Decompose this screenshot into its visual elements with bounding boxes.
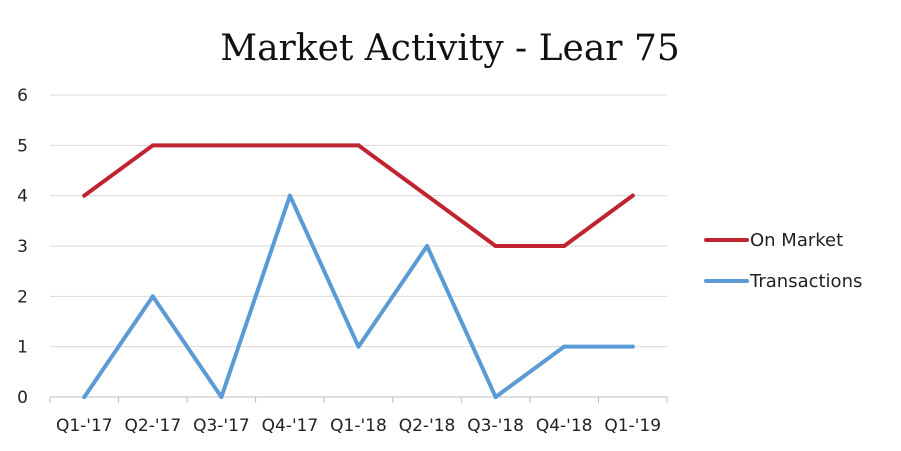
x-tick-label: Q3-'17	[193, 416, 250, 436]
data-point-on-market	[425, 193, 430, 198]
y-tick-label: 3	[17, 237, 28, 257]
data-point-on-market	[287, 143, 292, 148]
x-tick-label: Q1-'17	[56, 416, 113, 436]
y-tick-label: 2	[17, 287, 28, 307]
y-axis-tick-labels: 0 1 2 3 4 5 6	[17, 86, 28, 408]
x-axis-tick-labels: Q1-'17 Q2-'17 Q3-'17 Q4-'17 Q1-'18 Q2-'18 Q3-'…	[49, 397, 668, 436]
x-tick-label: Q4-'17	[262, 416, 319, 436]
data-point-transactions	[425, 244, 430, 248]
legend: On Market Transactions	[704, 230, 862, 292]
legend-label: On Market	[750, 230, 843, 251]
x-tick-label: Q4-'18	[536, 416, 593, 436]
x-tick-label: Q2-'18	[399, 416, 456, 436]
data-point-on-market	[150, 143, 155, 148]
data-point-on-market	[219, 143, 224, 148]
data-point-on-market	[356, 143, 361, 148]
data-point-on-market	[493, 244, 498, 248]
y-tick-label: 5	[17, 136, 28, 156]
data-point-transactions	[287, 193, 292, 198]
data-point-transactions	[82, 395, 87, 399]
series-lines	[82, 143, 635, 399]
legend-item-on-market: On Market	[704, 230, 843, 251]
y-tick-label: 0	[17, 388, 28, 408]
data-point-transactions	[219, 395, 224, 399]
data-point-transactions	[630, 344, 635, 349]
data-point-transactions	[150, 294, 155, 299]
data-point-on-market	[562, 244, 567, 248]
y-tick-label: 1	[17, 338, 28, 358]
legend-item-transactions: Transactions	[704, 271, 862, 292]
y-tick-label: 6	[17, 86, 28, 106]
data-point-on-market	[630, 193, 635, 198]
y-tick-label: 4	[17, 187, 28, 207]
data-point-transactions	[562, 344, 567, 349]
chart-title: Market Activity - Lear 75	[220, 28, 680, 69]
x-tick-label: Q3-'18	[467, 416, 524, 436]
legend-label: Transactions	[749, 271, 862, 292]
x-tick-label: Q2-'17	[125, 416, 182, 436]
data-point-on-market	[82, 193, 87, 198]
x-tick-label: Q1-'18	[330, 416, 387, 436]
data-point-transactions	[493, 395, 498, 399]
data-point-transactions	[356, 344, 361, 349]
gridlines	[50, 94, 667, 398]
x-tick-label: Q1-'19	[604, 416, 661, 436]
